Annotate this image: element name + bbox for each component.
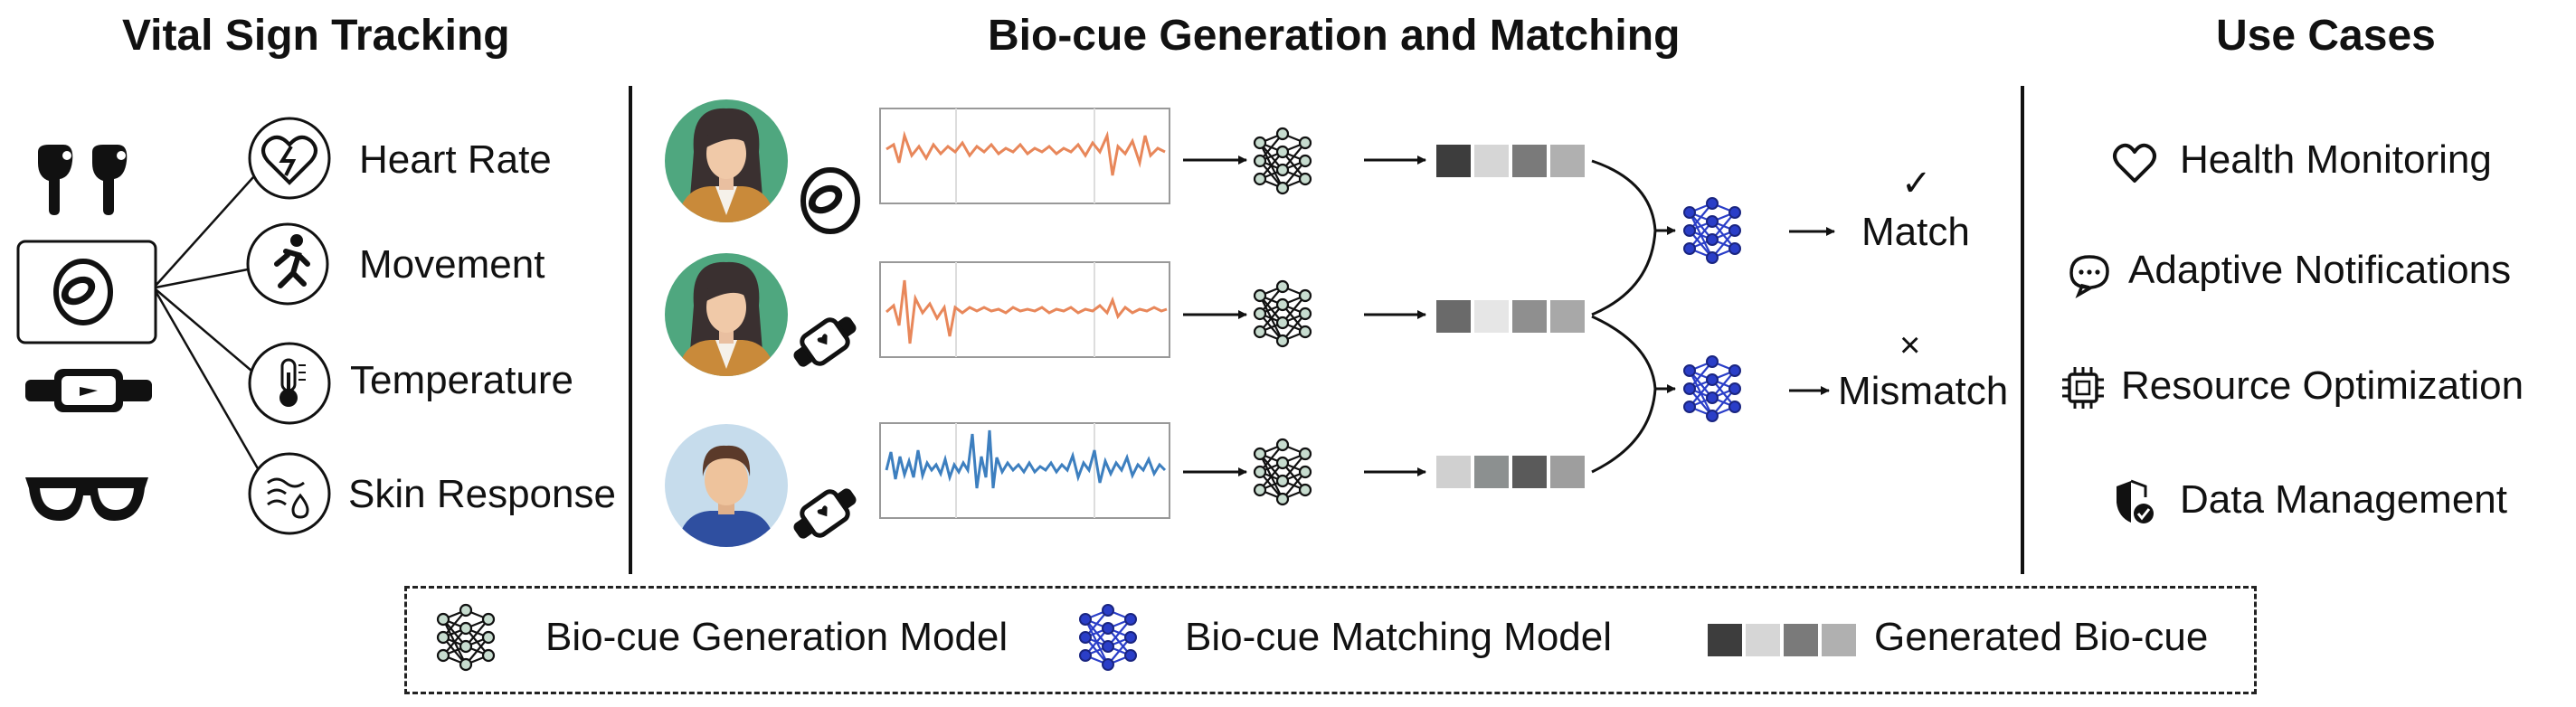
use-case-health-monitoring: Health Monitoring	[2180, 137, 2492, 182]
section-title-biocue: Bio-cue Generation and Matching	[988, 12, 1681, 60]
thermometer-icon	[248, 342, 331, 425]
vital-label-skin-response: Skin Response	[348, 472, 616, 516]
legend-generation-model-icon	[436, 603, 496, 672]
matching-model-2	[1682, 354, 1742, 423]
generated-biocue-3	[1436, 456, 1585, 488]
generation-model-3	[1253, 438, 1312, 506]
device-to-vital-connectors	[154, 176, 260, 471]
mismatch-label: Mismatch	[1838, 369, 2009, 413]
vital-label-temperature: Temperature	[350, 358, 574, 402]
user-avatar-man	[665, 424, 788, 549]
generated-biocue-2	[1436, 300, 1585, 333]
legend-generated-biocue-icon	[1708, 624, 1856, 656]
section-title-vital-signs: Vital Sign Tracking	[122, 12, 510, 60]
smartwatch-icon	[25, 369, 152, 412]
generation-model-1	[1253, 127, 1312, 195]
signal-plot-2	[879, 261, 1170, 358]
legend-generation-model-label: Bio-cue Generation Model	[545, 615, 1009, 659]
section-title-use-cases: Use Cases	[2216, 12, 2436, 60]
legend-generated-biocue-label: Generated Bio-cue	[1874, 615, 2209, 659]
use-case-adaptive-notifications: Adaptive Notifications	[2128, 248, 2512, 292]
matching-model-1	[1682, 196, 1742, 265]
generated-biocue-1	[1436, 145, 1585, 177]
signal-plot-1	[879, 108, 1170, 204]
mismatch-cross-symbol: ×	[1899, 325, 1921, 365]
smartwatch-device-1	[788, 308, 863, 374]
earbuds-icon	[38, 145, 128, 215]
running-person-icon	[246, 222, 329, 306]
user-avatar-woman-2	[665, 253, 788, 378]
model-to-biocue-arrows	[1364, 156, 1426, 476]
chat-bubble-icon	[2069, 255, 2109, 299]
shield-check-icon	[2117, 479, 2154, 523]
glasses-icon	[25, 477, 148, 521]
legend-matching-model-icon	[1078, 603, 1138, 672]
signal-plot-3	[879, 422, 1170, 519]
legend	[404, 586, 2257, 694]
smart-ring-icon	[16, 240, 157, 344]
match-label: Match	[1861, 210, 1970, 254]
skin-response-icon	[248, 452, 331, 535]
vital-label-heart-rate: Heart Rate	[359, 137, 552, 182]
use-case-resource-optimization: Resource Optimization	[2121, 363, 2524, 408]
smartwatch-device-2	[788, 480, 863, 546]
smart-ring-device	[803, 170, 857, 231]
user-avatar-woman-1	[665, 99, 788, 224]
model-to-result-arrows	[1789, 227, 1835, 395]
chip-icon	[2062, 367, 2104, 409]
biocue-merge-curves	[1591, 159, 1676, 474]
generation-model-2	[1253, 279, 1312, 348]
heart-rate-icon	[248, 117, 331, 200]
use-case-data-management: Data Management	[2180, 477, 2507, 522]
match-check-symbol: ✓	[1901, 164, 1932, 203]
vital-label-movement: Movement	[359, 242, 545, 287]
heart-outline-icon	[2113, 143, 2156, 183]
plot-to-model-arrows	[1183, 156, 1247, 476]
legend-matching-model-label: Bio-cue Matching Model	[1185, 615, 1613, 659]
